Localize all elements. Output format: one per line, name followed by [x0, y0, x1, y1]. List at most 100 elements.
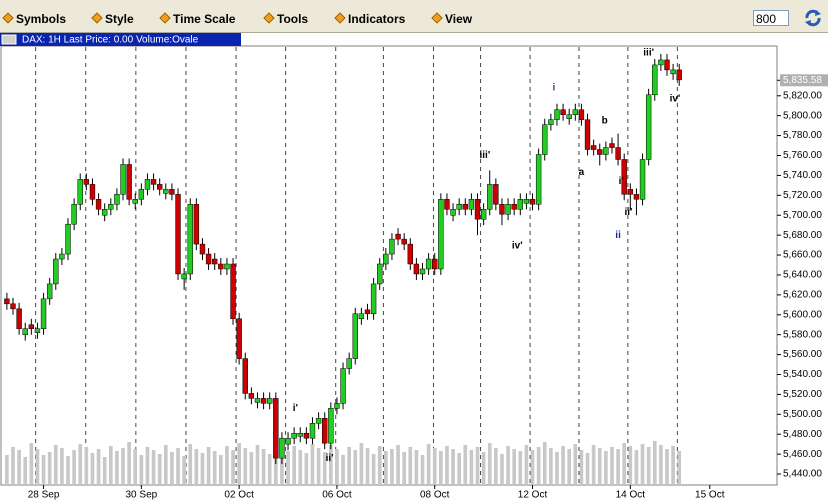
candle-body: [108, 204, 114, 210]
menu-style[interactable]: Style: [93, 12, 134, 26]
volume-bar: [347, 447, 351, 485]
zoom-input[interactable]: 800: [753, 10, 789, 26]
refresh-button[interactable]: [803, 8, 823, 28]
wave-label: ii': [625, 207, 633, 218]
menu-time-scale[interactable]: Time Scale: [161, 12, 235, 26]
volume-bar: [261, 449, 266, 485]
candle-body: [315, 418, 322, 424]
candle-body: [10, 303, 16, 310]
candle-body: [578, 109, 585, 120]
candle-body: [254, 398, 261, 403]
volume-bar: [585, 453, 590, 485]
candle-body: [652, 64, 658, 96]
chart-header: [0, 33, 241, 46]
candle-body: [144, 179, 151, 190]
volume-bar: [292, 446, 296, 485]
candle-body: [273, 398, 279, 459]
volume-bar: [237, 443, 241, 485]
candle-body: [413, 263, 420, 275]
x-tick-label: 06 Oct: [322, 490, 352, 501]
volume-bar: [542, 442, 547, 485]
candle-body: [65, 223, 71, 255]
candle-body: [572, 109, 578, 115]
candle-body: [101, 209, 108, 216]
candle-body: [260, 398, 267, 404]
wave-label: iv': [512, 241, 523, 252]
candle-body: [474, 199, 481, 220]
y-tick-label: 5,460.00: [783, 449, 822, 460]
candle-body: [523, 199, 530, 204]
volume-bar: [487, 443, 492, 485]
y-tick-label: 5,780.00: [783, 130, 822, 141]
candle-body: [603, 147, 609, 155]
volume-bar: [322, 452, 327, 485]
volume-bar: [634, 450, 639, 485]
candle-body: [389, 238, 395, 255]
menu-symbols[interactable]: Symbols: [4, 12, 66, 26]
candle-body: [28, 324, 35, 329]
candle-body: [114, 194, 120, 205]
volume-bar: [390, 449, 394, 485]
candle-body: [175, 194, 181, 275]
volume-bar: [157, 454, 162, 485]
chart-title: DAX: 1H Last Price: 0.00 Volume:Ovale: [22, 35, 199, 46]
volume-bar: [353, 450, 358, 485]
candle-body: [16, 308, 22, 329]
volume-bar: [371, 454, 376, 485]
candle-body: [468, 199, 475, 210]
candle-body: [303, 432, 310, 439]
candle-body: [120, 164, 126, 195]
y-tick-label: 5,740.00: [783, 170, 822, 181]
candle-body: [566, 114, 572, 119]
volume-bar: [231, 450, 235, 485]
candle-body: [609, 143, 615, 148]
candle-body: [560, 109, 566, 115]
volume-bar: [573, 444, 578, 485]
candle-body: [480, 209, 487, 220]
candle-body: [364, 309, 371, 315]
wave-label: i': [619, 176, 624, 187]
candle-body: [633, 194, 640, 200]
volume-bar: [383, 451, 388, 485]
menu-view[interactable]: View: [433, 12, 472, 26]
y-tick-label: 5,440.00: [783, 469, 822, 480]
candle-body: [627, 189, 634, 195]
header-icon: [1, 34, 17, 45]
volume-bar: [41, 455, 46, 485]
volume-bar: [188, 444, 193, 485]
volume-bar: [536, 447, 541, 485]
volume-bar: [280, 447, 284, 485]
volume-bar: [194, 449, 199, 485]
volume-bar: [298, 450, 303, 485]
candle-body: [535, 154, 542, 205]
volume-bar: [518, 451, 523, 485]
candle-body: [297, 432, 303, 437]
candle-body: [163, 189, 169, 194]
volume-bar: [420, 455, 425, 485]
toolbar: Symbols Style Time Scale Tools Indicator…: [0, 0, 828, 33]
x-tick-label: 12 Oct: [518, 490, 548, 501]
x-tick-label: 30 Sep: [126, 490, 158, 501]
y-tick-label: 5,680.00: [783, 230, 822, 241]
candle-body: [322, 418, 328, 444]
candle-body: [456, 204, 462, 210]
x-tick-label: 15 Oct: [695, 490, 725, 501]
volume-bar: [225, 446, 229, 485]
volume-bar: [622, 443, 627, 485]
candle-body: [425, 258, 432, 270]
y-tick-label: 5,620.00: [783, 290, 822, 301]
menu-tools[interactable]: Tools: [265, 12, 308, 26]
volume-bar: [151, 450, 156, 485]
x-tick-label: 14 Oct: [616, 490, 646, 501]
candle-body: [645, 94, 652, 160]
x-tick-label: 28 Sep: [28, 490, 60, 501]
candle-body: [505, 204, 511, 215]
volume-bar: [469, 450, 474, 485]
candle-body: [126, 164, 132, 200]
chart: DAX: 1H Last Price: 0.00 Volume:Ovale 5,…: [0, 33, 828, 503]
volume-bar: [481, 452, 486, 485]
candle-body: [548, 119, 554, 125]
volume-bar: [426, 444, 431, 485]
volume-bar: [163, 445, 168, 485]
menu-indicators[interactable]: Indicators: [336, 12, 405, 26]
